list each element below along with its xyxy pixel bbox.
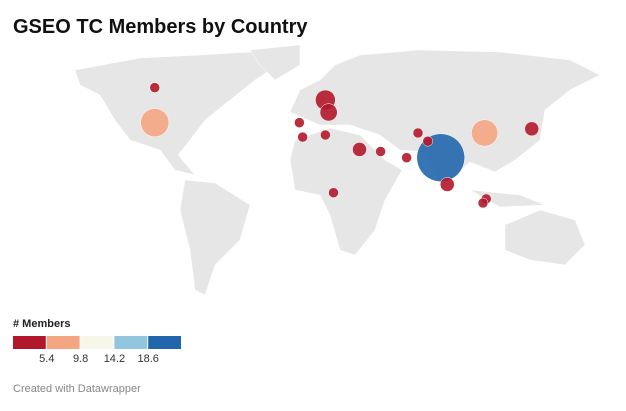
australia [504,209,586,266]
bubble [149,82,160,93]
bubble [328,187,339,198]
footer: Created with Datawrapper [13,383,141,395]
bubble [140,108,170,138]
bubble [297,131,308,143]
bubble [401,152,412,163]
legend-title: # Members [13,318,70,330]
bubble [422,135,433,147]
bubble [471,119,499,147]
legend: 5.4 9.8 14.2 18.6 [13,336,181,365]
bubble [412,127,424,139]
africa [289,127,403,256]
bubble [320,129,331,141]
legend-swatch [80,336,114,349]
bubble [524,121,540,137]
north-america [74,51,286,176]
bubble [375,146,386,157]
legend-tick-label: 9.8 [73,353,88,365]
chart-title: GSEO TC Members by Country [13,16,308,38]
bubble [439,177,455,192]
legend-swatch [46,336,80,349]
bubble [477,197,489,209]
south-america [179,179,251,296]
legend-swatch [114,336,148,349]
legend-swatch [148,336,181,349]
basemap [74,44,601,296]
bubble [319,103,338,122]
legend-tick-label: 18.6 [137,353,158,365]
legend-tick-label: 14.2 [104,353,125,365]
legend-tick-label: 5.4 [39,353,54,365]
legend-swatch [13,336,46,349]
eurasia [289,49,601,183]
bubble [294,117,305,128]
bubble [352,142,367,157]
greenland [249,44,301,81]
symbols [140,82,540,209]
